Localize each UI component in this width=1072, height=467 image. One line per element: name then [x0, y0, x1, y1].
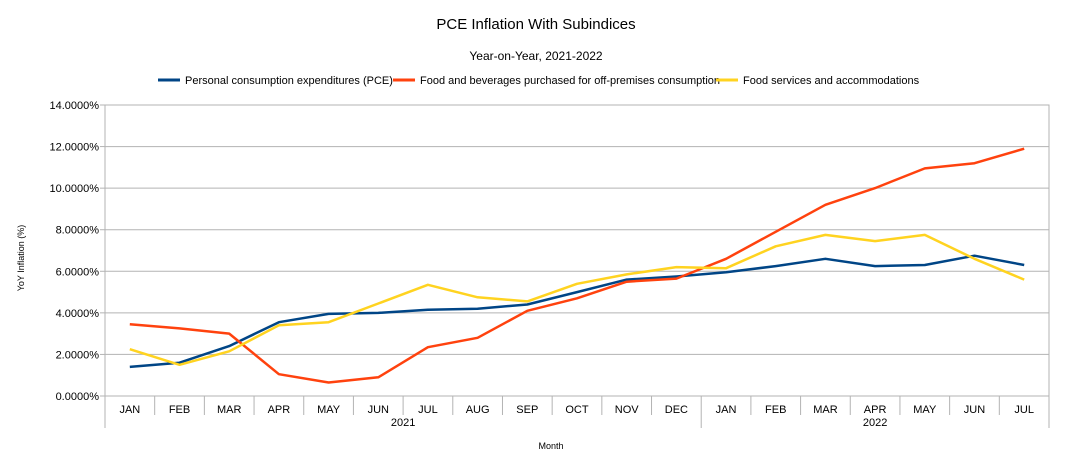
x-tick-label: DEC [665, 404, 688, 416]
x-axis-label: Month [538, 441, 563, 451]
x-tick-label: NOV [615, 404, 640, 416]
y-tick-label: 6.0000% [56, 266, 100, 278]
x-tick-label: MAR [217, 404, 242, 416]
x-tick-label: SEP [516, 404, 538, 416]
y-tick-label: 8.0000% [56, 225, 100, 237]
x-group-label: 2022 [863, 417, 887, 429]
y-tick-label: 4.0000% [56, 308, 100, 320]
x-tick-label: OCT [565, 404, 589, 416]
plot-frame [104, 104, 1050, 397]
x-tick-label: AUG [466, 404, 490, 416]
y-tick-label: 2.0000% [56, 349, 100, 361]
x-axis: JAN FEB MAR APR MAY JUN JUL AUG SEP OCT NOV DEC JAN F… [104, 396, 1050, 429]
series-line-food-beverages [129, 147, 1025, 384]
x-tick-label: JUN [368, 404, 389, 416]
x-tick-label: FEB [765, 404, 786, 416]
legend-label-food-services: Food services and accommodations [743, 75, 920, 87]
x-tick-label: JAN [119, 404, 140, 416]
x-tick-label: JUL [418, 404, 438, 416]
series-line-pce [129, 254, 1025, 369]
x-tick-label: MAY [913, 404, 937, 416]
gridlines [104, 104, 1050, 397]
x-tick-label: MAR [813, 404, 838, 416]
series-lines [129, 147, 1025, 384]
x-tick-label: FEB [169, 404, 190, 416]
x-group-label: 2021 [391, 417, 415, 429]
x-tick-label: MAY [317, 404, 341, 416]
series-line-food-services [129, 233, 1025, 367]
y-tick-label: 12.0000% [49, 142, 99, 154]
y-axis-ticks: 0.0000% 2.0000% 4.0000% 6.0000% 8.0000% 10.00… [49, 100, 105, 403]
y-axis-label: YoY Inflation (%) [16, 225, 26, 292]
y-tick-label: 14.0000% [49, 100, 99, 112]
legend: Personal consumption expenditures (PCE) … [158, 75, 920, 87]
x-tick-label: JUL [1014, 404, 1034, 416]
legend-label-pce: Personal consumption expenditures (PCE) [185, 75, 393, 87]
x-tick-label: JUN [964, 404, 985, 416]
y-tick-label: 0.0000% [56, 391, 100, 403]
y-tick-label: 10.0000% [49, 183, 99, 195]
chart-title: PCE Inflation With Subindices [436, 16, 635, 33]
x-tick-label: APR [268, 404, 291, 416]
chart-subtitle: Year-on-Year, 2021-2022 [469, 49, 603, 63]
x-tick-label: JAN [716, 404, 737, 416]
legend-label-food-beverages: Food and beverages purchased for off-pre… [420, 75, 720, 87]
x-tick-label: APR [864, 404, 887, 416]
